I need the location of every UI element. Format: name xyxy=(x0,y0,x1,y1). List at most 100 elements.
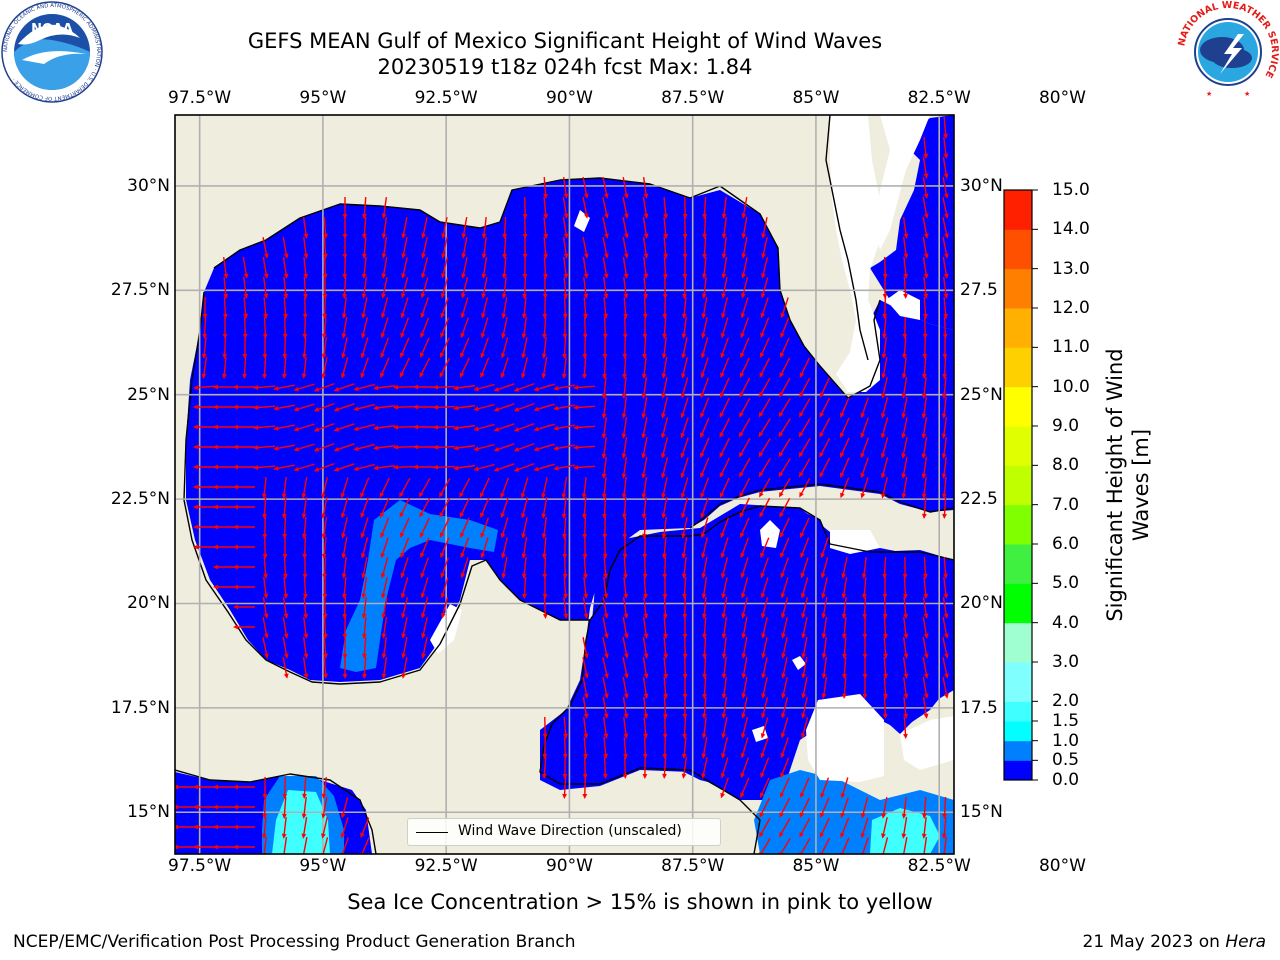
svg-text:★: ★ xyxy=(1244,90,1250,98)
direction-arrow xyxy=(513,442,535,452)
direction-arrow xyxy=(563,256,569,279)
direction-arrow xyxy=(740,337,750,359)
colorbar-tick-label: 14.0 xyxy=(1052,219,1090,240)
direction-arrow xyxy=(662,596,668,619)
direction-arrow xyxy=(473,443,495,452)
direction-arrow xyxy=(262,516,268,539)
lat-tick-label-right: 22.5 xyxy=(960,489,998,510)
direction-arrow xyxy=(381,656,388,679)
direction-arrow xyxy=(401,237,408,259)
direction-arrow xyxy=(302,636,309,659)
direction-arrow xyxy=(721,717,728,739)
direction-arrow xyxy=(233,464,255,470)
direction-arrow xyxy=(341,296,347,319)
direction-arrow xyxy=(700,517,709,539)
direction-arrow xyxy=(513,402,535,412)
direction-arrow xyxy=(253,425,276,430)
direction-arrow xyxy=(701,557,708,579)
direction-arrow xyxy=(681,337,688,359)
direction-arrow xyxy=(721,236,728,259)
direction-arrow xyxy=(413,404,436,410)
direction-arrow xyxy=(479,477,490,498)
direction-arrow xyxy=(820,537,829,559)
direction-arrow xyxy=(682,596,688,619)
direction-arrow xyxy=(801,697,808,719)
direction-arrow xyxy=(643,276,648,299)
lat-tick-label-right: 30°N xyxy=(960,175,1003,196)
direction-arrow xyxy=(761,677,768,699)
direction-arrow xyxy=(500,337,509,359)
direction-arrow xyxy=(779,777,790,798)
direction-arrow xyxy=(941,436,948,459)
direction-arrow xyxy=(193,524,215,530)
direction-arrow xyxy=(621,476,627,499)
direction-arrow xyxy=(562,776,567,799)
direction-arrow xyxy=(233,624,255,630)
direction-arrow xyxy=(542,596,548,619)
direction-arrow xyxy=(460,297,469,319)
direction-arrow xyxy=(641,496,647,519)
direction-arrow xyxy=(700,397,710,419)
direction-arrow xyxy=(381,237,388,259)
direction-arrow xyxy=(622,677,629,699)
lon-tick-label-bottom: 82.5°W xyxy=(907,856,971,876)
lat-tick-label-left: 20°N xyxy=(127,593,170,614)
direction-arrow xyxy=(941,416,948,439)
direction-arrow xyxy=(701,716,707,739)
direction-arrow xyxy=(480,357,490,379)
direction-arrow xyxy=(942,677,949,699)
direction-arrow xyxy=(302,336,307,359)
direction-arrow xyxy=(353,383,375,392)
direction-arrow xyxy=(253,465,276,470)
direction-arrow xyxy=(213,584,235,590)
direction-arrow xyxy=(521,337,528,359)
direction-arrow xyxy=(881,797,888,819)
direction-arrow xyxy=(779,517,790,538)
direction-arrow xyxy=(603,576,609,599)
colorbar-title-line1: Significant Height of Wind xyxy=(1103,348,1127,622)
direction-arrow xyxy=(261,476,267,499)
direction-arrow xyxy=(493,383,515,392)
direction-arrow xyxy=(282,596,289,619)
direction-arrow xyxy=(213,444,235,450)
direction-arrow xyxy=(193,385,216,390)
lat-tick-label-left: 22.5°N xyxy=(110,489,170,510)
direction-arrow xyxy=(401,617,408,639)
direction-arrow xyxy=(882,556,888,579)
direction-arrow xyxy=(562,296,568,319)
direction-arrow xyxy=(393,444,416,450)
chart-subtitle: 20230519 t18z 024h fcst Max: 1.84 xyxy=(377,55,753,79)
direction-arrow xyxy=(860,417,870,439)
lon-tick-label-top: 80°W xyxy=(1038,88,1086,108)
direction-arrow xyxy=(473,383,495,392)
direction-arrow xyxy=(681,517,688,539)
direction-arrow xyxy=(799,817,811,838)
direction-arrow xyxy=(943,556,948,579)
direction-arrow xyxy=(233,444,255,450)
direction-arrow xyxy=(420,297,429,319)
direction-arrow xyxy=(262,336,268,359)
direction-arrow xyxy=(721,196,727,219)
direction-arrow xyxy=(819,377,830,398)
direction-arrow xyxy=(902,576,908,599)
direction-arrow xyxy=(542,736,548,759)
direction-arrow xyxy=(720,357,730,379)
direction-arrow xyxy=(473,463,495,472)
direction-arrow xyxy=(303,616,309,639)
direction-arrow xyxy=(860,817,869,839)
direction-arrow xyxy=(582,257,589,279)
direction-arrow xyxy=(393,424,416,430)
direction-arrow xyxy=(583,716,589,739)
direction-arrow xyxy=(233,564,255,570)
lon-tick-label-bottom: 97.5°W xyxy=(168,856,232,876)
direction-arrow xyxy=(342,616,348,639)
direction-arrow xyxy=(582,637,589,659)
colorbar-title: Significant Height of Wind Waves [m] xyxy=(1102,305,1154,665)
direction-arrow xyxy=(493,403,515,412)
direction-arrow xyxy=(500,517,509,539)
direction-arrow xyxy=(222,336,228,359)
direction-arrow xyxy=(273,384,295,391)
direction-arrow xyxy=(242,356,247,379)
nws-logo: NATIONAL WEATHER SERVICE ★ ★ xyxy=(1176,0,1280,102)
direction-arrow xyxy=(741,597,748,619)
